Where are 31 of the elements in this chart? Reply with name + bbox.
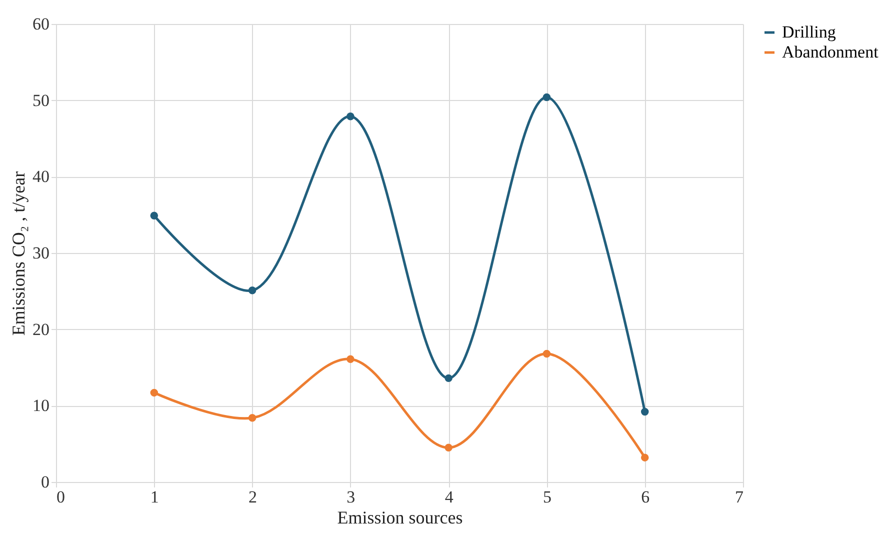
point (248, 414, 256, 422)
y-tick-label: 10 (32, 396, 50, 416)
legend-label: Abandonment (782, 42, 879, 62)
point (248, 286, 256, 294)
point (542, 350, 551, 358)
point (444, 444, 452, 452)
y-tick-label: 50 (32, 90, 50, 110)
point (640, 454, 649, 462)
point (150, 212, 158, 220)
y-tick-label: 40 (32, 167, 50, 186)
x-tick-label: 0 (56, 488, 65, 506)
point (346, 355, 354, 363)
x-tick-label: 7 (735, 488, 744, 506)
x-tick-label: 2 (248, 488, 258, 506)
y-tick-label: 0 (41, 472, 50, 492)
x-tick-label: 4 (444, 488, 454, 506)
point (346, 112, 354, 120)
y-tick-label: 20 (32, 320, 50, 339)
x-tick-label: 1 (150, 488, 159, 506)
x-tick-label: 6 (641, 488, 650, 506)
y-axis-title: Emissions CO₂ , t/year (8, 171, 28, 336)
x-axis-title: Emission sources (337, 508, 463, 528)
y-tick-label: 60 (32, 14, 50, 34)
point (640, 408, 649, 416)
legend-label: Drilling (782, 22, 836, 42)
point (150, 388, 158, 397)
x-tick-label: 3 (346, 488, 356, 506)
y-tick-label: 30 (32, 244, 50, 262)
point (444, 374, 452, 382)
point (542, 93, 551, 102)
x-tick-label: 5 (542, 488, 552, 506)
